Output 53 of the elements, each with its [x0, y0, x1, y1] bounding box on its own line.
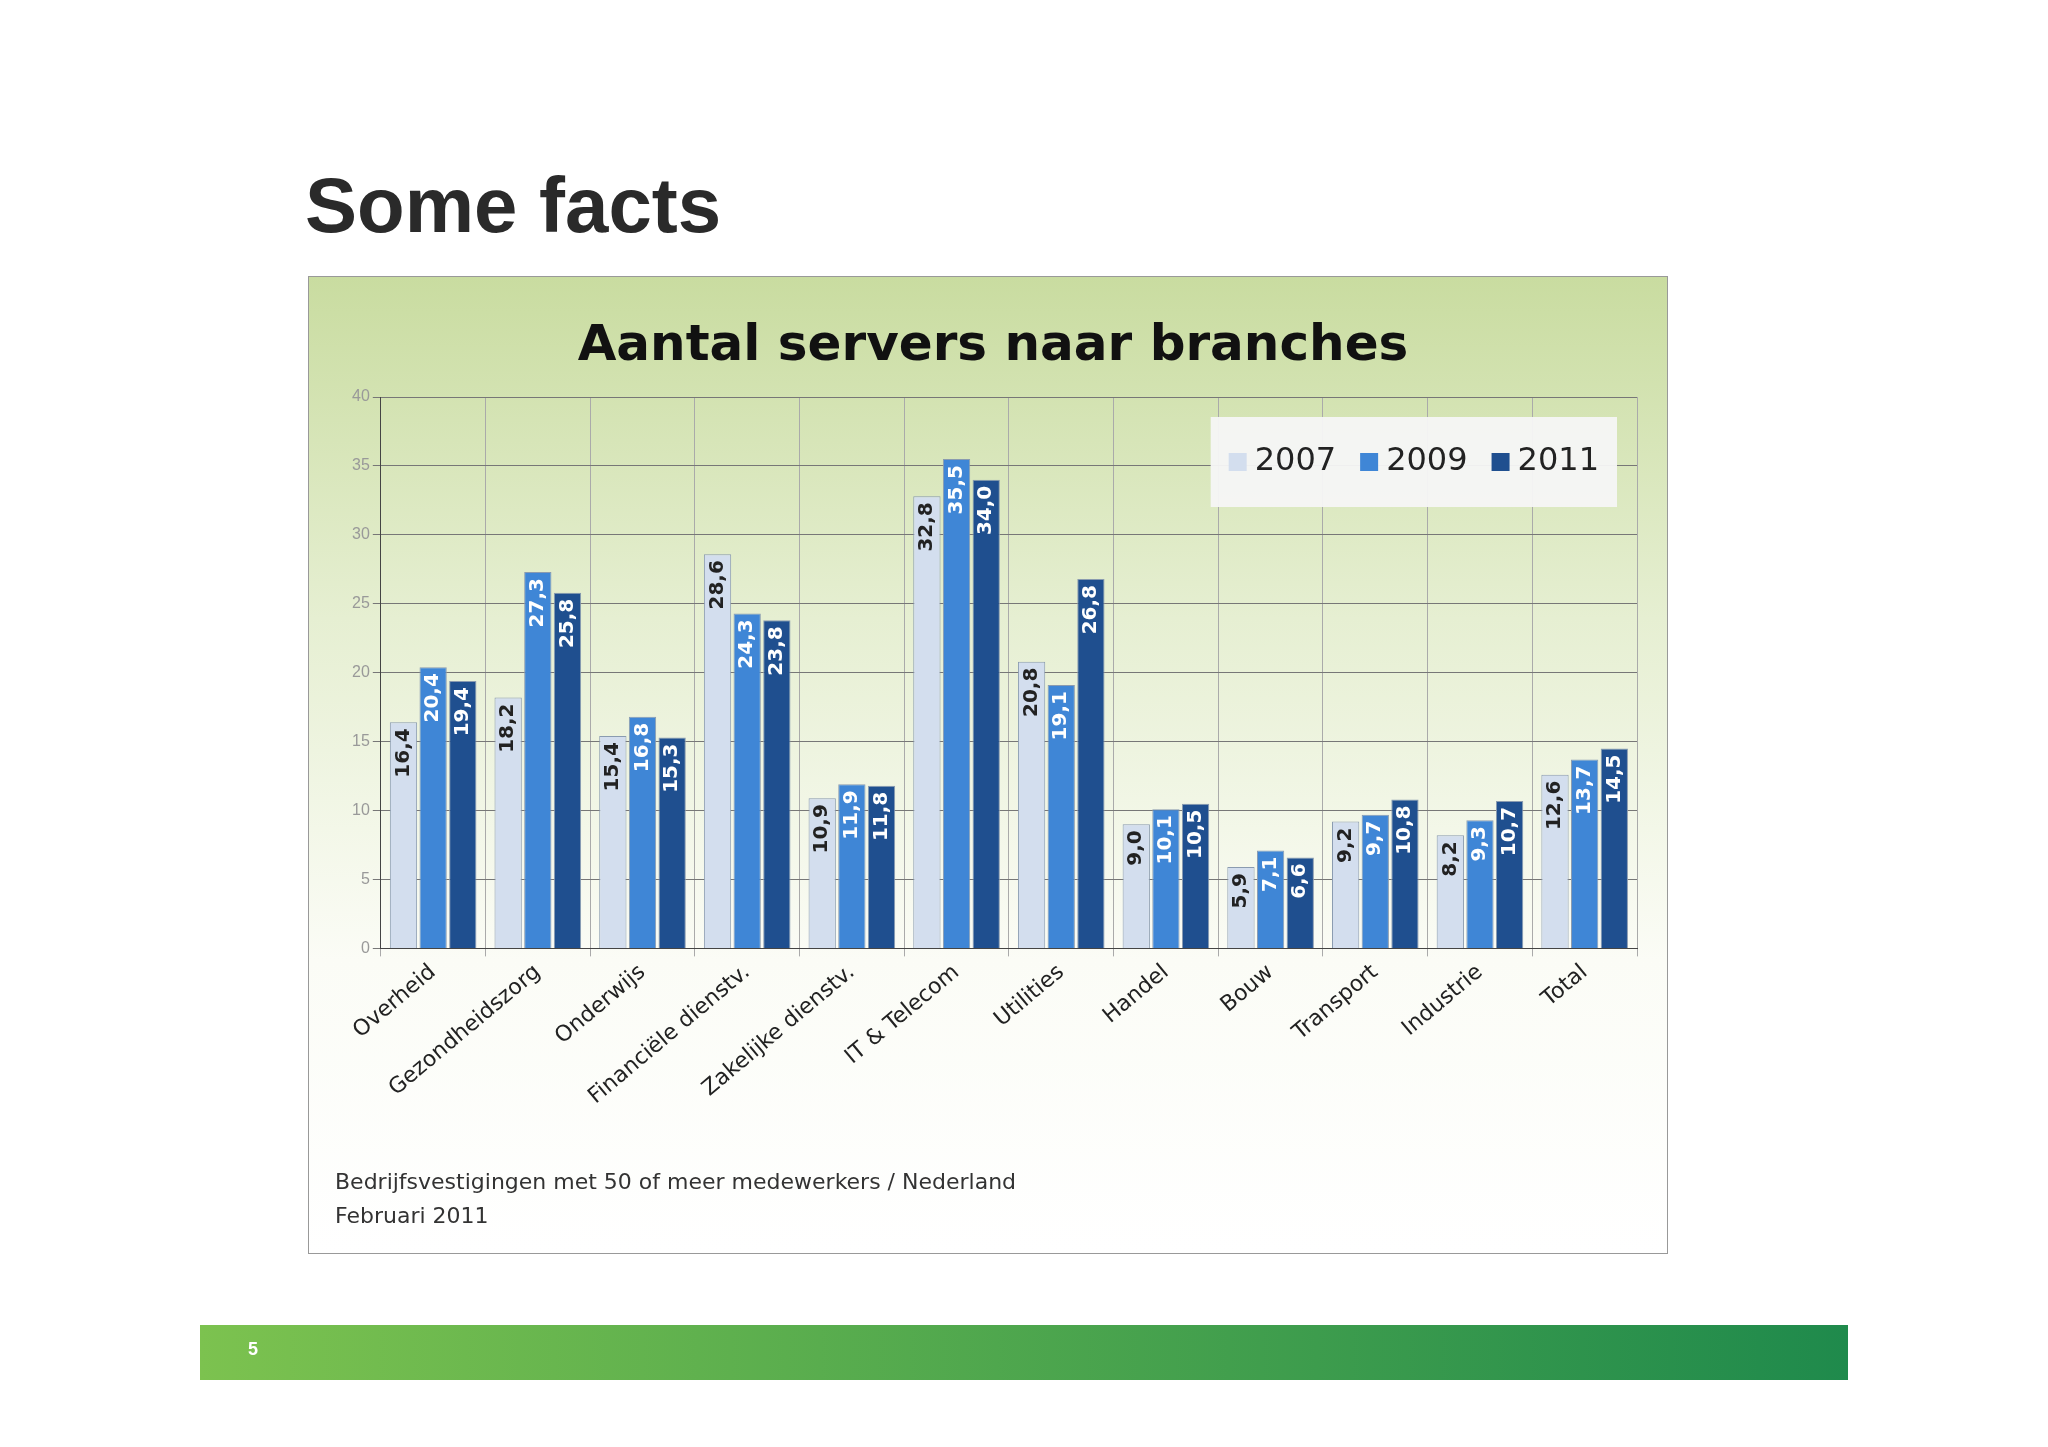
data-label: 5,9: [1227, 873, 1252, 909]
data-label: 19,4: [449, 686, 473, 737]
data-label: 34,0: [972, 485, 997, 536]
data-label: 6,6: [1286, 863, 1311, 899]
data-label: 10,9: [808, 804, 833, 854]
data-label: 26,8: [1077, 584, 1102, 635]
data-label: 9,2: [1331, 827, 1356, 863]
data-label: 10,8: [1391, 805, 1416, 855]
y-tick-label: 10: [352, 800, 370, 818]
text: Bedrijfsvestigingen met 50 of meer medewerkers / Nederland: [335, 1168, 1017, 1196]
text: Februari 2011: [335, 1202, 490, 1230]
y-tick-label: 35: [352, 456, 370, 474]
data-label: 32,8: [913, 502, 938, 552]
data-label: 24,3: [733, 619, 758, 669]
chart-subtitle: Aantal servers naar branches: [577, 313, 1409, 372]
data-label: 11,9: [838, 790, 863, 840]
data-label: 27,3: [524, 578, 549, 628]
y-tick-label: 20: [352, 663, 370, 681]
data-label: 10,5: [1181, 809, 1206, 859]
data-label: 20,8: [1017, 667, 1042, 718]
legend-label: 2007: [1254, 440, 1337, 479]
data-label: 20,4: [419, 673, 444, 723]
data-label: 9,7: [1361, 820, 1386, 857]
data-label: 8,2: [1436, 841, 1461, 877]
data-label: 19,1: [1047, 691, 1072, 741]
y-tick-label: 5: [360, 869, 370, 887]
legend-label: 2011: [1517, 440, 1599, 479]
data-label: 16,4: [389, 728, 414, 778]
data-label: 7,1: [1256, 856, 1281, 892]
data-label: 25,8: [553, 598, 578, 649]
data-label: 18,2: [494, 703, 519, 753]
y-tick-label: 30: [352, 525, 370, 543]
y-tick-label: 0: [360, 938, 370, 956]
data-label: 15,4: [599, 742, 624, 792]
data-label: 11,8: [867, 791, 892, 842]
data-label: 9,0: [1122, 830, 1147, 866]
data-label: 13,7: [1570, 765, 1595, 815]
data-label: 15,3: [658, 743, 683, 793]
data-label: 16,8: [628, 722, 653, 773]
legend-label: 2009: [1386, 440, 1468, 479]
data-label: 9,3: [1466, 826, 1491, 862]
data-label: 10,7: [1495, 806, 1520, 857]
text: 5: [248, 1339, 259, 1360]
y-tick-label: 40: [352, 387, 370, 405]
data-label: 14,5: [1600, 754, 1625, 804]
data-label: 12,6: [1541, 780, 1566, 831]
chart-title: Some facts: [305, 160, 722, 251]
y-tick-label: 25: [352, 594, 370, 612]
y-tick-label: 15: [352, 732, 370, 750]
data-label: 28,6: [703, 560, 728, 610]
data-label: 10,1: [1152, 815, 1177, 865]
data-label: 23,8: [763, 626, 788, 676]
data-label: 35,5: [942, 465, 967, 515]
